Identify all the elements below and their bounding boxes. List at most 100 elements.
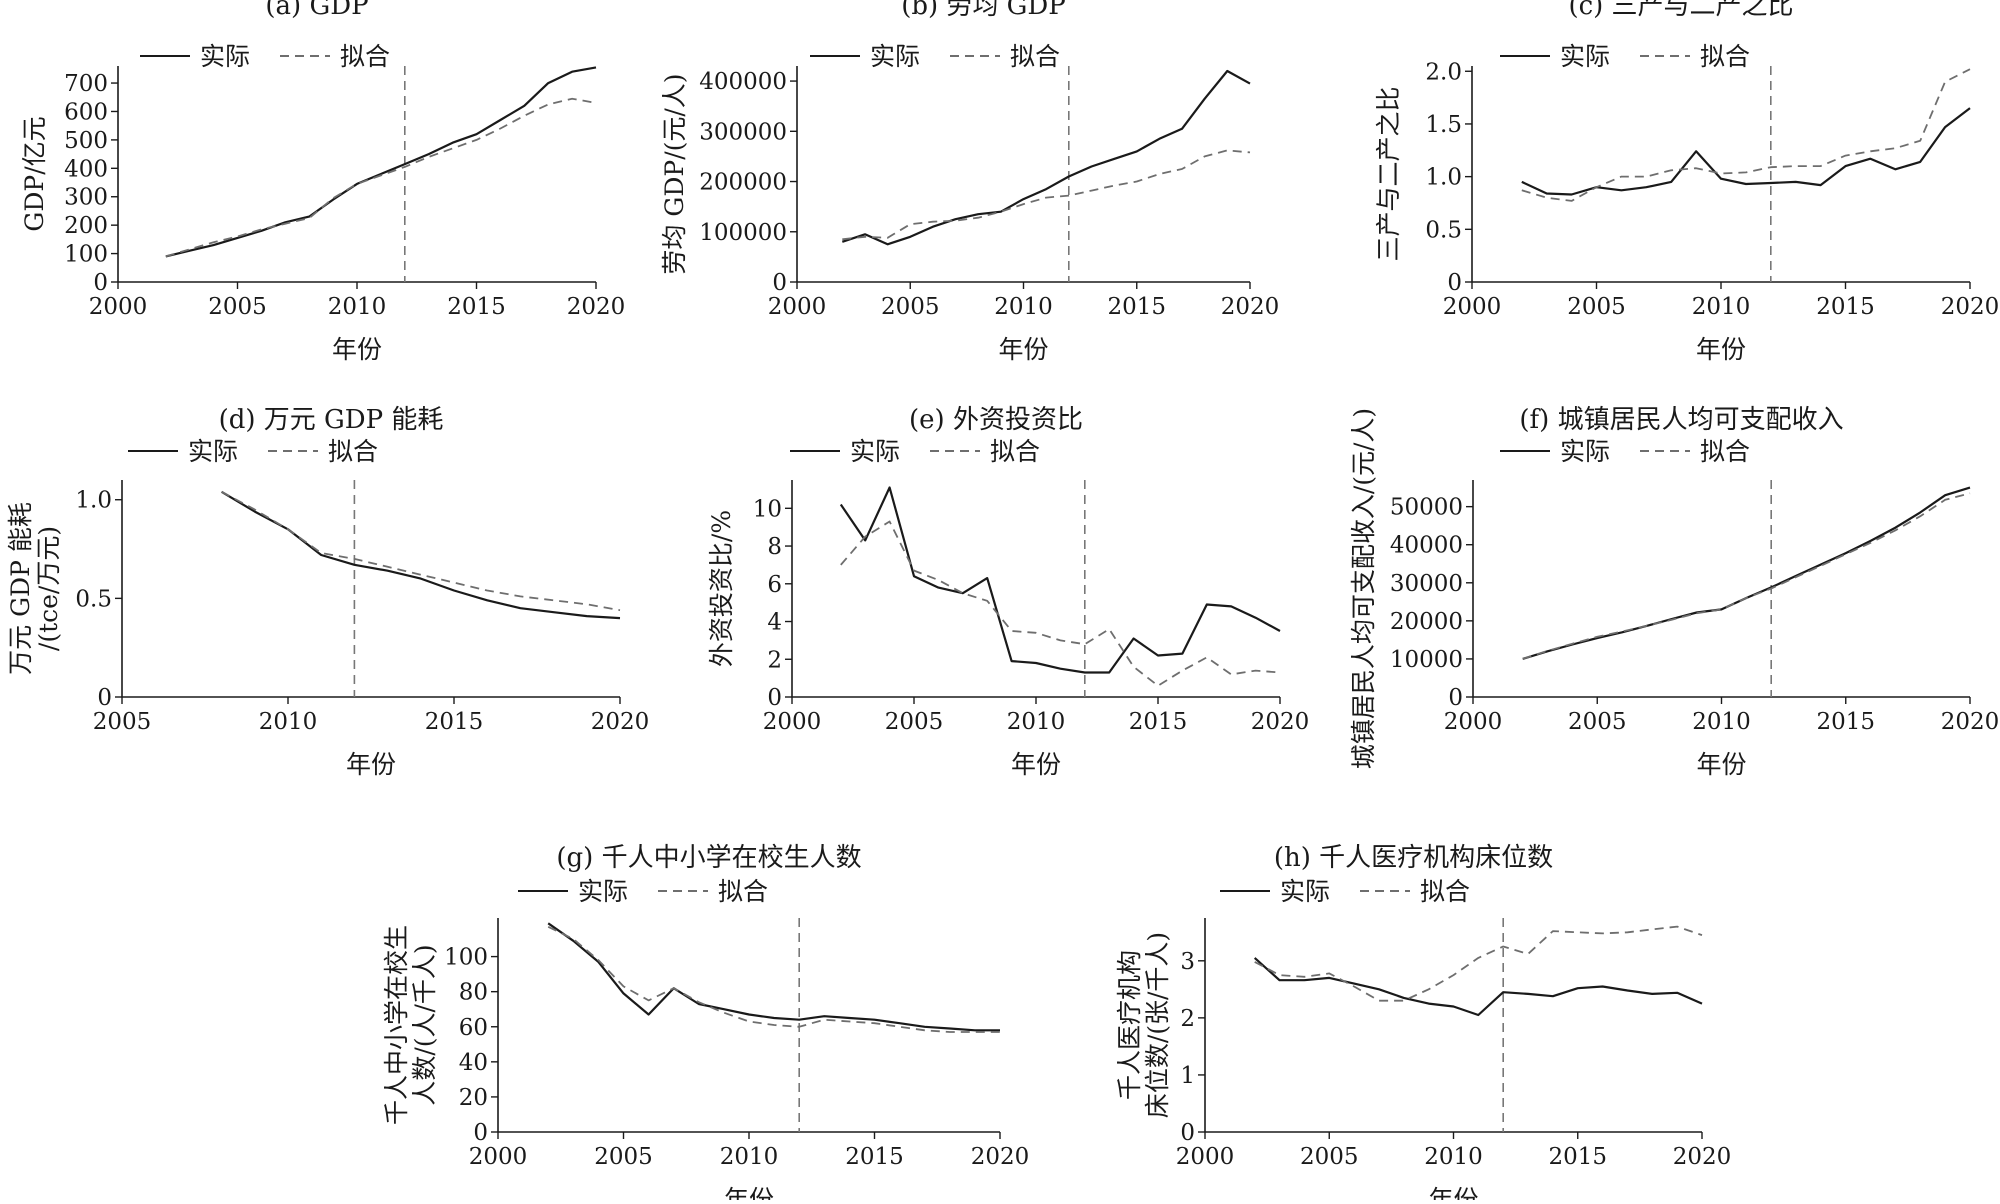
y-tick-label: 1.0	[1425, 165, 1462, 191]
series-line-fitted	[1254, 925, 1703, 1002]
series-line-fitted	[840, 520, 1281, 687]
series-line-fitted	[221, 491, 621, 612]
x-tick-label: 2015	[845, 1144, 904, 1170]
legend-label-fitted: 拟合	[1700, 437, 1750, 466]
x-tick-label: 2005	[881, 294, 940, 320]
series-line-fitted	[1522, 492, 1971, 660]
y-axis-label: /(tce/万元)	[34, 526, 63, 651]
legend-label-fitted: 拟合	[340, 42, 390, 71]
y-tick-label: 0	[772, 270, 787, 296]
x-tick-label: 2015	[447, 294, 506, 320]
x-tick-label: 2020	[567, 294, 626, 320]
legend-label-fitted: 拟合	[1700, 42, 1750, 71]
y-tick-label: 2.0	[1425, 59, 1462, 85]
y-tick-label: 700	[64, 71, 108, 97]
y-tick-label: 2	[1180, 1006, 1195, 1032]
x-tick-label: 2015	[1816, 709, 1875, 735]
x-tick-label: 2015	[1107, 294, 1166, 320]
x-tick-label: 2010	[259, 709, 318, 735]
y-tick-label: 40000	[1390, 533, 1463, 559]
y-tick-label: 100	[64, 242, 108, 268]
y-tick-label: 30000	[1390, 571, 1463, 597]
x-tick-label: 2020	[1221, 294, 1280, 320]
x-axis-label: 年份	[1696, 750, 1746, 779]
legend: 实际 拟合	[518, 877, 768, 906]
x-tick-label: 2015	[1548, 1144, 1607, 1170]
x-axis-label: 年份	[724, 1185, 774, 1200]
x-tick-label: 2005	[1568, 709, 1627, 735]
y-tick-label: 20000	[1390, 609, 1463, 635]
y-tick-label: 1.0	[75, 488, 112, 514]
x-tick-label: 2005	[1567, 294, 1626, 320]
y-axis-label: GDP/亿元	[20, 116, 49, 231]
x-axis-label: 年份	[1428, 1185, 1478, 1200]
series-line-fitted	[842, 149, 1251, 241]
x-tick-label: 2020	[971, 1144, 1030, 1170]
chart-title: (h) 千人医疗机构床位数	[1274, 843, 1553, 873]
series-line-actual	[1522, 486, 1971, 660]
chart-title: (a) GDP	[265, 0, 368, 21]
series-line-fitted	[1521, 68, 1971, 202]
y-tick-label: 300000	[699, 119, 787, 145]
legend-label-actual: 实际	[1280, 877, 1330, 906]
panel-b: (b) 劳均 GDP 实际 拟合 2000 2005 2010 2015 2020 0 10000…	[660, 0, 1279, 364]
x-tick-label: 2005	[594, 1144, 653, 1170]
y-axis-label: 万元 GDP 能耗	[6, 502, 35, 675]
y-tick-label: 0	[1448, 685, 1463, 711]
chart-title: (c) 三产与二产之比	[1568, 0, 1793, 21]
y-tick-label: 0	[473, 1120, 488, 1146]
x-tick-label: 2010	[328, 294, 387, 320]
x-tick-label: 2000	[1443, 294, 1502, 320]
y-tick-label: 2	[767, 647, 782, 673]
x-tick-label: 2005	[885, 709, 944, 735]
y-tick-label: 20	[459, 1085, 488, 1111]
y-tick-label: 40	[459, 1050, 488, 1076]
x-tick-label: 2000	[768, 294, 827, 320]
legend-label-fitted: 拟合	[1420, 877, 1470, 906]
series-line-actual	[839, 486, 1281, 674]
y-tick-label: 0	[1447, 270, 1462, 296]
y-tick-label: 400	[64, 156, 108, 182]
x-tick-label: 2015	[1816, 294, 1875, 320]
y-tick-label: 4	[767, 610, 782, 636]
y-axis-label: 千人医疗机构	[1115, 950, 1144, 1100]
y-axis-label: 城镇居民人均可支配收入/(元/人)	[1349, 408, 1378, 769]
y-tick-label: 10000	[1390, 647, 1463, 673]
y-tick-label: 1.5	[1425, 112, 1462, 138]
y-tick-label: 0	[1180, 1120, 1195, 1146]
y-tick-label: 400000	[699, 69, 787, 95]
x-tick-label: 2010	[1007, 709, 1066, 735]
y-tick-label: 0.5	[75, 586, 112, 612]
legend: 实际 拟合	[790, 437, 1040, 466]
x-tick-label: 2010	[1424, 1144, 1483, 1170]
x-tick-label: 2020	[1941, 709, 2000, 735]
y-axis-label: 劳均 GDP/(元/人)	[660, 73, 689, 274]
chart-title: (f) 城镇居民人均可支配收入	[1519, 405, 1843, 435]
chart-title: (d) 万元 GDP 能耗	[219, 405, 444, 435]
y-tick-label: 50000	[1390, 495, 1463, 521]
x-tick-label: 2010	[1692, 709, 1751, 735]
x-tick-label: 2000	[89, 294, 148, 320]
x-tick-label: 2005	[1300, 1144, 1359, 1170]
x-tick-label: 2005	[208, 294, 267, 320]
legend-label-actual: 实际	[188, 437, 238, 466]
y-tick-label: 200	[64, 213, 108, 239]
x-axis-label: 年份	[332, 335, 382, 364]
series-line-actual	[1253, 957, 1703, 1017]
x-tick-label: 2015	[1129, 709, 1188, 735]
x-tick-label: 2020	[591, 709, 650, 735]
series-line-fitted	[547, 925, 1000, 1033]
x-tick-label: 2010	[1692, 294, 1751, 320]
legend: 实际 拟合	[1500, 42, 1750, 71]
y-tick-label: 200000	[699, 170, 787, 196]
x-tick-label: 2000	[763, 709, 822, 735]
x-tick-label: 2010	[994, 294, 1053, 320]
